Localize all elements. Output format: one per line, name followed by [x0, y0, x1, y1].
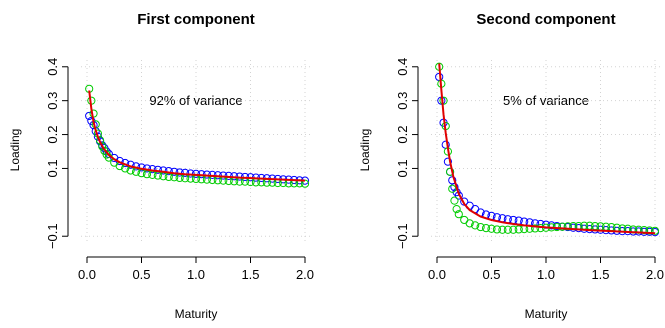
data-point — [492, 225, 502, 234]
y-tick-label: 0.2 — [395, 126, 410, 144]
y-tick-label: 0.1 — [45, 159, 60, 177]
fitted-curve — [88, 90, 306, 182]
y-tick-label: −0.1 — [395, 223, 410, 249]
y-tick-label: 0.3 — [395, 92, 410, 110]
data-point — [98, 142, 107, 151]
data-point — [476, 222, 485, 232]
data-point — [443, 157, 452, 166]
x-axis-label: Maturity — [525, 307, 568, 321]
data-point — [514, 225, 523, 234]
data-point — [445, 167, 455, 176]
chart-title: Second component — [476, 11, 615, 28]
data-point — [471, 221, 480, 230]
data-point — [460, 215, 469, 225]
y-tick-label: 0.1 — [395, 159, 410, 177]
fitted-curve — [438, 63, 656, 235]
x-tick-label: 1.0 — [187, 267, 205, 282]
x-tick-label: 1.0 — [537, 267, 555, 282]
x-axis-label: Maturity — [175, 307, 218, 321]
y-tick-label: 0.2 — [45, 126, 60, 144]
data-point — [645, 226, 654, 235]
x-tick-label: 1.5 — [591, 267, 609, 282]
y-axis-label: Loading — [358, 129, 372, 172]
data-point — [450, 196, 459, 205]
data-point — [181, 168, 190, 177]
y-tick-label: −0.1 — [45, 223, 60, 249]
data-point — [563, 222, 572, 231]
data-point — [487, 224, 496, 233]
y-tick-label: 0.4 — [45, 58, 60, 76]
data-point — [503, 225, 512, 234]
y-axis-label: Loading — [8, 129, 22, 172]
data-point — [448, 184, 457, 193]
chart-title: First component — [137, 11, 255, 28]
data-point — [531, 224, 540, 233]
x-tick-label: 0.0 — [78, 267, 96, 282]
x-tick-label: 0.5 — [132, 267, 150, 282]
y-tick-label: 0.4 — [395, 58, 410, 76]
data-point — [574, 223, 583, 233]
data-point — [465, 219, 474, 228]
data-point — [558, 222, 567, 231]
data-point — [454, 210, 463, 219]
data-point — [640, 226, 649, 235]
y-tick-label: 0.3 — [45, 92, 60, 110]
data-point — [498, 225, 507, 234]
data-point — [450, 182, 459, 192]
data-point — [509, 225, 518, 234]
x-tick-label: 2.0 — [296, 267, 314, 282]
data-point — [547, 221, 556, 230]
data-point — [650, 226, 660, 235]
x-tick-label: 1.5 — [241, 267, 259, 282]
panel-second-component: Second component 5% of variance Maturity… — [358, 11, 664, 321]
x-tick-label: 0.5 — [482, 267, 500, 282]
panel-first-component: First component 92% of variance Maturity… — [8, 11, 314, 321]
x-tick-label: 2.0 — [646, 267, 664, 282]
x-tick-label: 0.0 — [428, 267, 446, 282]
data-point — [481, 223, 491, 233]
data-point — [452, 205, 461, 214]
